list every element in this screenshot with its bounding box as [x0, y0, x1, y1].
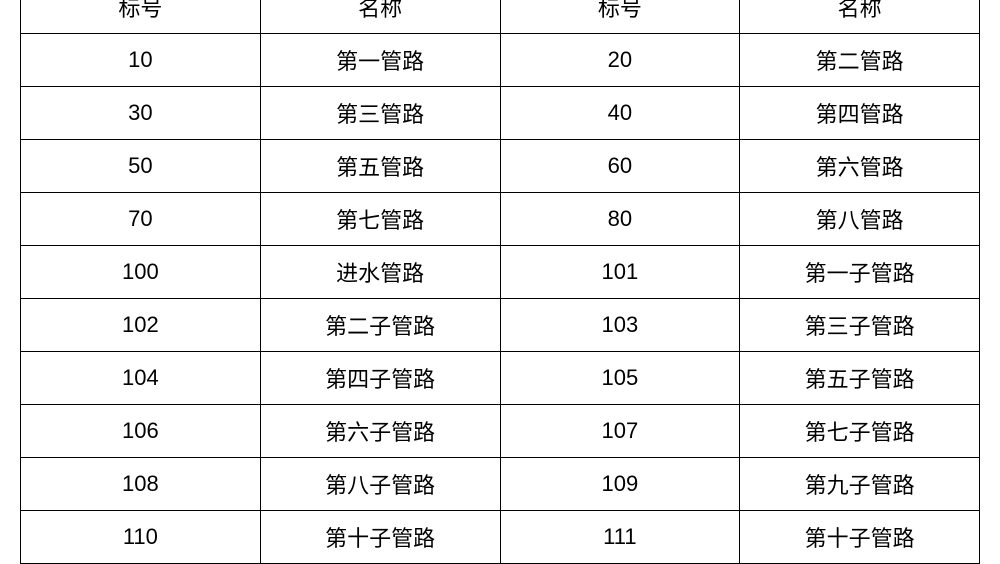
- cell-name: 第六子管路: [260, 405, 500, 458]
- cell-num: 100: [21, 246, 261, 299]
- cell-name: 第四子管路: [260, 352, 500, 405]
- reference-table: 标号 名称 标号 名称 10 第一管路 20 第二管路 30 第三管路 40 第…: [20, 0, 980, 564]
- cell-num: 107: [500, 405, 740, 458]
- cell-name: 进水管路: [260, 246, 500, 299]
- col-header-1: 名称: [260, 0, 500, 34]
- table-row: 106 第六子管路 107 第七子管路: [21, 405, 980, 458]
- table-body: 10 第一管路 20 第二管路 30 第三管路 40 第四管路 50 第五管路 …: [21, 34, 980, 564]
- cell-num: 10: [21, 34, 261, 87]
- table-row: 108 第八子管路 109 第九子管路: [21, 458, 980, 511]
- cell-num: 106: [21, 405, 261, 458]
- cell-num: 110: [21, 511, 261, 564]
- cell-name: 第五管路: [260, 140, 500, 193]
- cell-name: 第二管路: [740, 34, 980, 87]
- cell-num: 111: [500, 511, 740, 564]
- table-row: 10 第一管路 20 第二管路: [21, 34, 980, 87]
- table-row: 30 第三管路 40 第四管路: [21, 87, 980, 140]
- cell-num: 20: [500, 34, 740, 87]
- cell-name: 第十子管路: [740, 511, 980, 564]
- table-row: 100 进水管路 101 第一子管路: [21, 246, 980, 299]
- table-row: 70 第七管路 80 第八管路: [21, 193, 980, 246]
- cell-name: 第九子管路: [740, 458, 980, 511]
- cell-num: 40: [500, 87, 740, 140]
- cell-num: 70: [21, 193, 261, 246]
- cell-num: 104: [21, 352, 261, 405]
- cell-name: 第七子管路: [740, 405, 980, 458]
- cell-name: 第八管路: [740, 193, 980, 246]
- col-header-2: 标号: [500, 0, 740, 34]
- cell-num: 108: [21, 458, 261, 511]
- cell-num: 80: [500, 193, 740, 246]
- cell-name: 第七管路: [260, 193, 500, 246]
- cell-num: 30: [21, 87, 261, 140]
- cell-num: 50: [21, 140, 261, 193]
- cell-name: 第二子管路: [260, 299, 500, 352]
- table-container: 标号 名称 标号 名称 10 第一管路 20 第二管路 30 第三管路 40 第…: [20, 0, 980, 564]
- table-row: 110 第十子管路 111 第十子管路: [21, 511, 980, 564]
- cell-num: 60: [500, 140, 740, 193]
- cell-name: 第三管路: [260, 87, 500, 140]
- cell-name: 第十子管路: [260, 511, 500, 564]
- cell-name: 第一管路: [260, 34, 500, 87]
- table-row: 104 第四子管路 105 第五子管路: [21, 352, 980, 405]
- cell-num: 103: [500, 299, 740, 352]
- table-row: 50 第五管路 60 第六管路: [21, 140, 980, 193]
- header-row: 标号 名称 标号 名称: [21, 0, 980, 34]
- table-row: 102 第二子管路 103 第三子管路: [21, 299, 980, 352]
- cell-name: 第四管路: [740, 87, 980, 140]
- table-head: 标号 名称 标号 名称: [21, 0, 980, 34]
- cell-name: 第五子管路: [740, 352, 980, 405]
- col-header-3: 名称: [740, 0, 980, 34]
- cell-num: 105: [500, 352, 740, 405]
- cell-name: 第八子管路: [260, 458, 500, 511]
- cell-name: 第三子管路: [740, 299, 980, 352]
- col-header-0: 标号: [21, 0, 261, 34]
- cell-num: 109: [500, 458, 740, 511]
- cell-name: 第一子管路: [740, 246, 980, 299]
- cell-num: 102: [21, 299, 261, 352]
- cell-num: 101: [500, 246, 740, 299]
- cell-name: 第六管路: [740, 140, 980, 193]
